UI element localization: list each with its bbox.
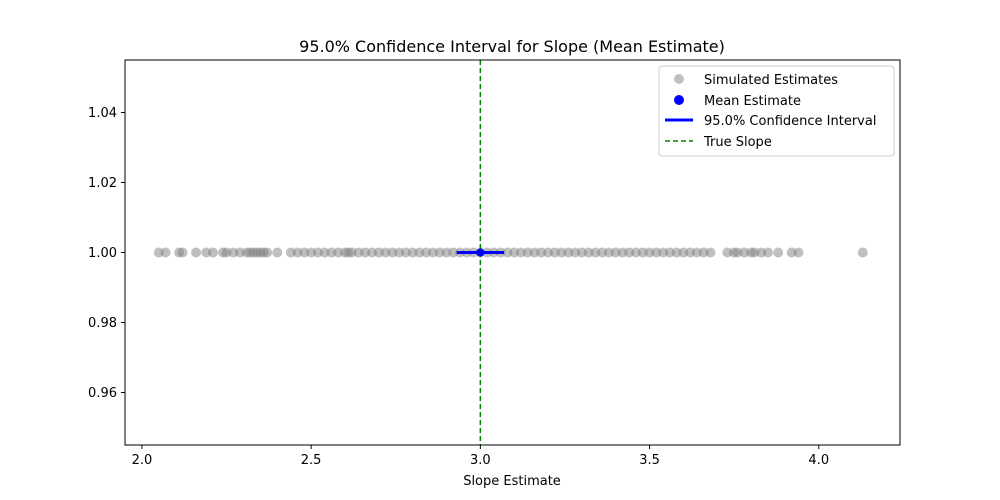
simulated-estimate-point [262,247,273,258]
legend-label-mean-estimate: Mean Estimate [704,94,801,109]
simulated-estimate-point [191,247,202,258]
legend-label-confidence-interval: 95.0% Confidence Interval [704,114,876,129]
simulated-estimate-point [177,247,188,258]
legend-marker-mean-estimate [674,95,684,105]
simulated-estimate-point [207,247,218,258]
y-tick-label: 1.00 [88,246,117,261]
simulated-estimate-point [773,247,784,258]
legend-marker-simulated-estimates [674,74,684,84]
x-tick-label: 2.5 [301,453,322,468]
x-axis: 2.0 2.5 3.0 3.5 4.0 [132,445,829,468]
legend-label-simulated-estimates: Simulated Estimates [704,73,838,88]
x-tick-label: 2.0 [132,453,153,468]
simulated-estimate-point [857,247,868,258]
simulated-estimate-point [272,247,283,258]
legend: Simulated Estimates Mean Estimate 95.0% … [658,65,895,157]
axes-frame [124,59,901,446]
mean-estimate-point [476,248,485,257]
legend-box [658,65,895,157]
y-tick-label: 0.96 [88,386,117,401]
simulated-estimate-point [160,247,171,258]
legend-label-true-slope: True Slope [703,135,772,150]
simulated-estimate-point [705,247,716,258]
y-tick-label: 1.04 [88,106,117,121]
x-tick-label: 3.0 [470,453,491,468]
y-axis: 0.96 0.98 1.00 1.02 1.04 [88,106,125,401]
x-tick-label: 3.5 [639,453,660,468]
simulated-estimate-point [793,247,804,258]
x-axis-label: Slope Estimate [463,474,561,489]
x-tick-label: 4.0 [808,453,829,468]
plot-area [153,60,868,445]
y-tick-label: 1.02 [88,176,117,191]
y-tick-label: 0.98 [88,316,117,331]
simulated-estimate-point [763,247,774,258]
chart-title: 95.0% Confidence Interval for Slope (Mea… [299,37,725,56]
